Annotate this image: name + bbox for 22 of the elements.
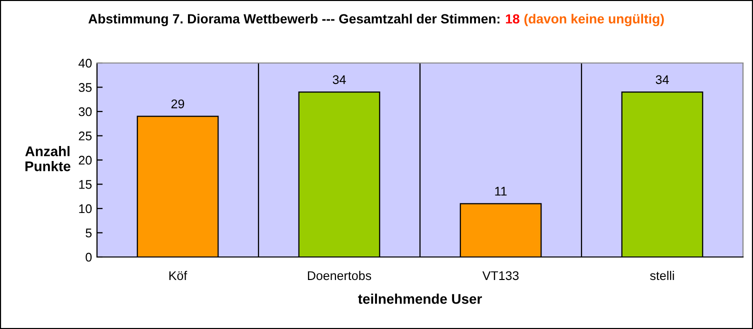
x-tick-label: VT133 [482, 271, 519, 280]
data-label: 34 [332, 75, 346, 84]
x-tick-label: Köf [169, 270, 188, 280]
data-label: 11 [495, 186, 507, 196]
text: (davon keine ungültig) [524, 14, 664, 26]
y-axis-title: Anzahl Punkte [25, 146, 70, 172]
y-tick-label: 25 [78, 132, 92, 140]
data-label: 34 [656, 75, 669, 84]
y-tick-label: 10 [79, 204, 92, 214]
data-label: 29 [171, 99, 184, 108]
x-axis-title: teilnehmende User [358, 294, 482, 304]
y-tick-label: 20 [78, 156, 92, 165]
y-tick-label: 5 [86, 228, 92, 238]
y-tick-label: 30 [78, 107, 92, 116]
y-tick-label: 15 [79, 180, 92, 189]
chart-title: Abstimmung 7. Diorama Wettbewerb --- Gesamtzahl der Stimmen: [88, 14, 500, 26]
y-tick-label: 35 [78, 83, 92, 92]
x-tick-label: stelli [650, 270, 674, 280]
text: 18 [506, 14, 520, 24]
y-tick-label: 40 [78, 58, 92, 68]
y-tick-label: 0 [86, 252, 92, 262]
x-tick-label: Doenertobs [308, 270, 372, 280]
